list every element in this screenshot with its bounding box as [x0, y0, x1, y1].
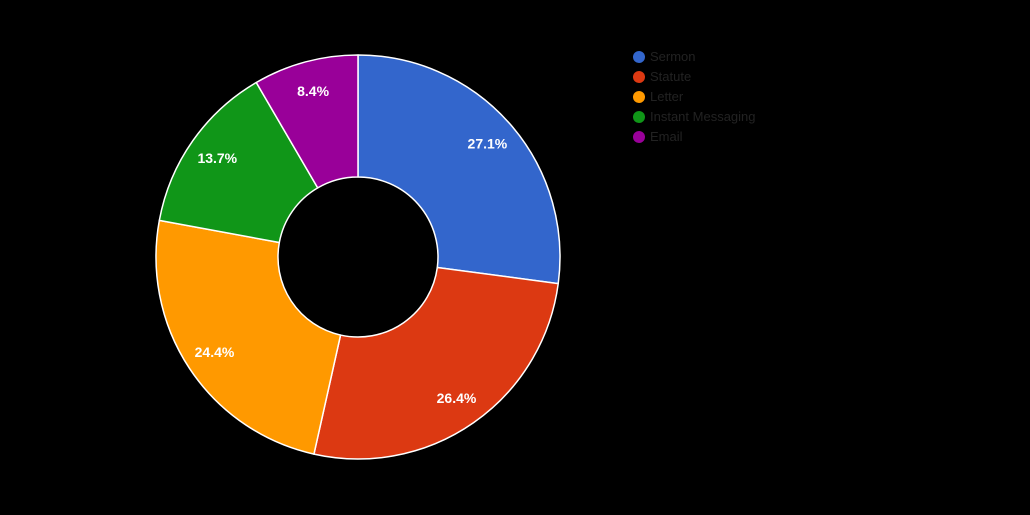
legend-swatch-icon [633, 71, 645, 83]
pie-slice-statute[interactable] [313, 266, 559, 460]
pie-slice-instant-messaging[interactable] [158, 81, 319, 244]
legend-swatch-icon [633, 51, 645, 63]
pie-slice-email[interactable] [255, 54, 359, 189]
chart-legend: Sermon Statute Letter Instant Messaging Emai… [633, 47, 756, 147]
legend-swatch-icon [633, 91, 645, 103]
legend-item-label: Letter [650, 89, 684, 104]
legend-swatch-icon [633, 111, 645, 123]
legend-item-statute[interactable]: Statute [633, 67, 756, 87]
legend-item-label: Sermon [650, 49, 696, 64]
legend-swatch-icon [633, 131, 645, 143]
pie-slice-letter[interactable] [155, 219, 342, 455]
pie-slice-sermon[interactable] [357, 54, 561, 285]
legend-item-email[interactable]: Email [633, 127, 756, 147]
legend-item-instant-messaging[interactable]: Instant Messaging [633, 107, 756, 127]
legend-item-label: Instant Messaging [650, 109, 756, 124]
legend-item-label: Statute [650, 69, 692, 84]
legend-item-letter[interactable]: Letter [633, 87, 756, 107]
legend-item-sermon[interactable]: Sermon [633, 47, 756, 67]
legend-item-label: Email [650, 129, 683, 144]
